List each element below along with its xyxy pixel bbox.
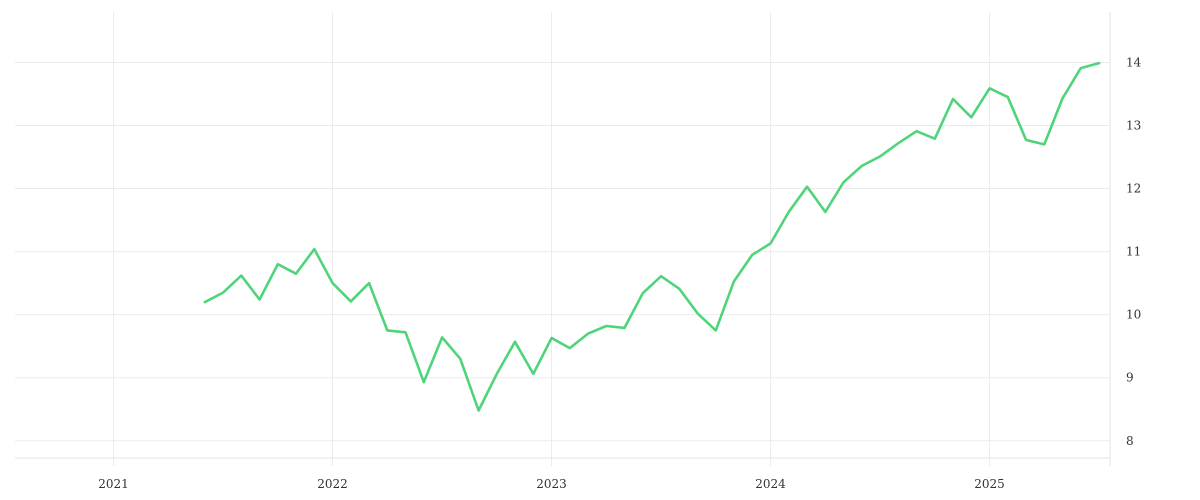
x-tick-label: 2025	[974, 477, 1005, 491]
x-tick-labels: 2021 2022 2023 2024 2025	[98, 477, 1005, 491]
y-tick-labels: 8 9 10 11 12 13 14	[1126, 55, 1142, 447]
x-tick-label: 2023	[536, 477, 567, 491]
y-tick-label: 9	[1126, 371, 1134, 385]
y-tick-label: 13	[1126, 119, 1141, 133]
series-group	[203, 61, 1101, 412]
y-gridlines	[15, 61, 1110, 442]
y-tick-label: 14	[1126, 55, 1142, 69]
y-tick-label: 8	[1126, 434, 1134, 448]
x-tick-label: 2024	[755, 477, 786, 491]
y-tick-label: 11	[1126, 245, 1141, 259]
y-tick-label: 10	[1126, 308, 1141, 322]
x-gridlines	[113, 12, 991, 466]
x-tick-label: 2021	[98, 477, 129, 491]
y-tick-label: 12	[1126, 182, 1141, 196]
series-line-1	[203, 61, 1101, 412]
x-tick-label: 2022	[317, 477, 348, 491]
